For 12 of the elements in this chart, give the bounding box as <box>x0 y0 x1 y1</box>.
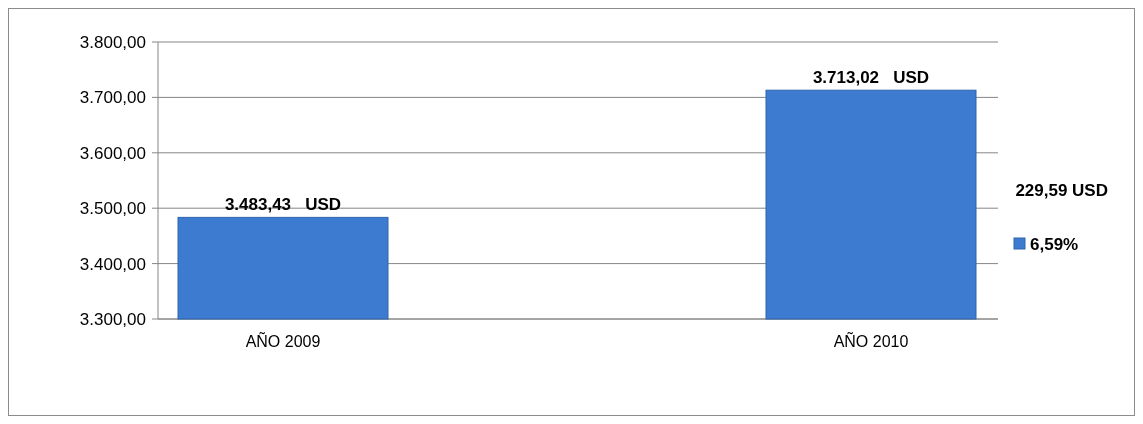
y-tick-label: 3.500,00 <box>79 199 146 219</box>
y-tick-label: 3.400,00 <box>79 254 146 274</box>
x-tick-label: AÑO 2009 <box>245 331 321 350</box>
y-tick-label: 3.600,00 <box>79 143 146 163</box>
y-tick-label: 3.700,00 <box>79 88 146 108</box>
text: 229,59 USD <box>1015 181 1108 200</box>
y-tick-label: 3.800,00 <box>79 32 146 52</box>
data-label: 3.713,02 USD <box>812 68 930 88</box>
y-tick-label: 3.300,00 <box>79 309 146 329</box>
data-label: 3.483,43 USD <box>224 195 342 215</box>
x-tick-label: AÑO 2010 <box>833 331 909 350</box>
legend-label: 6,59% <box>1030 234 1079 254</box>
